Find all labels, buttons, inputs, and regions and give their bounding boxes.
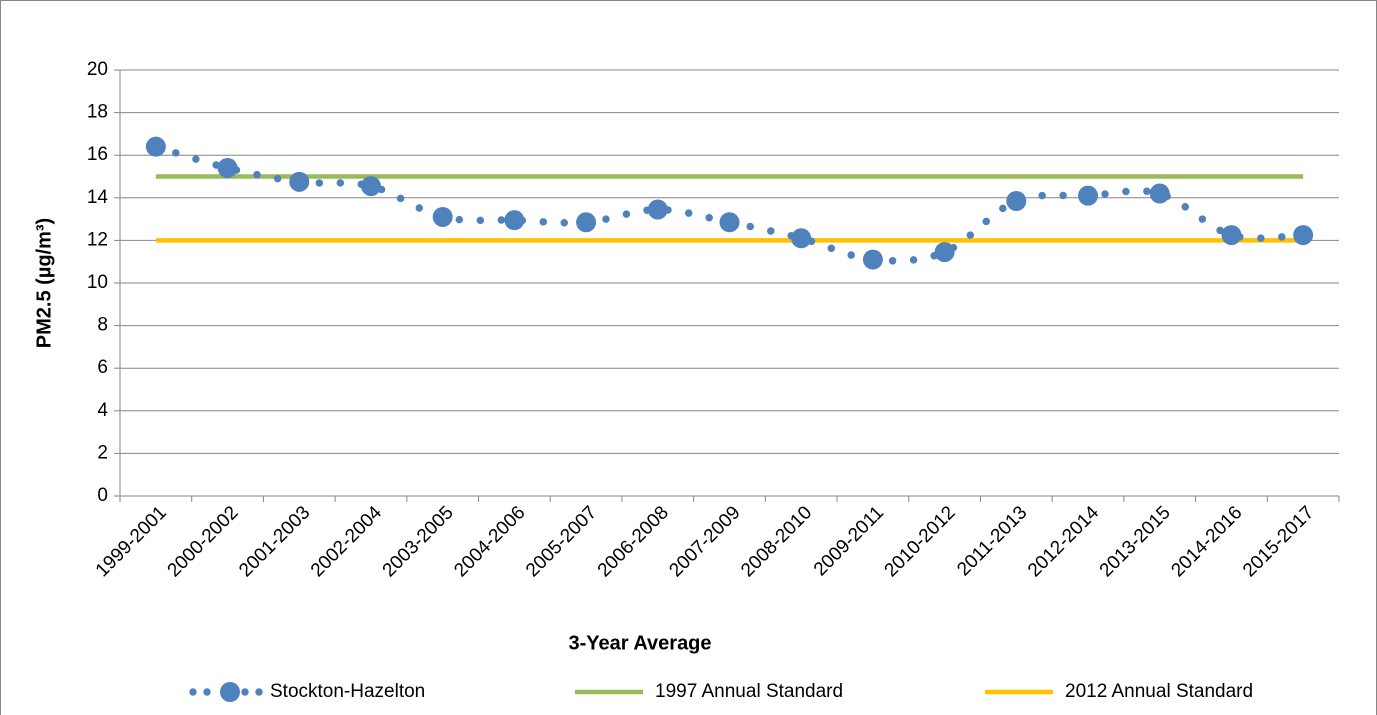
y-tick-label: 2	[97, 442, 108, 463]
legend-swatch	[203, 688, 211, 696]
y-axis-title: PM2.5 (µg/m³)	[33, 218, 55, 348]
legend-swatch	[255, 688, 263, 696]
y-tick-label: 18	[87, 102, 108, 123]
y-tick-label: 10	[87, 272, 108, 293]
x-axis-title: 3-Year Average	[568, 632, 711, 654]
data-point	[504, 210, 525, 231]
legend-label: Stockton-Hazelton	[270, 681, 425, 702]
data-point	[862, 249, 883, 270]
data-point	[360, 176, 381, 197]
legend-swatch	[189, 688, 197, 696]
legend-swatch	[241, 688, 249, 696]
data-point	[1149, 183, 1170, 204]
y-tick-label: 14	[87, 187, 109, 208]
legend-label: 2012 Annual Standard	[1065, 681, 1253, 702]
data-point	[1078, 185, 1099, 206]
y-tick-label: 20	[87, 59, 108, 80]
data-point	[145, 136, 166, 157]
data-point	[647, 199, 668, 220]
y-tick-label: 16	[87, 144, 108, 165]
data-point	[576, 212, 597, 233]
data-point	[934, 242, 955, 263]
y-tick-label: 6	[97, 357, 108, 378]
data-point	[791, 228, 812, 249]
data-point	[719, 212, 740, 233]
data-point	[1006, 190, 1027, 211]
data-point	[432, 206, 453, 227]
data-point	[217, 157, 238, 178]
y-tick-label: 4	[97, 400, 108, 421]
legend-swatch	[220, 682, 240, 702]
y-tick-label: 0	[97, 485, 108, 506]
y-tick-label: 12	[87, 229, 108, 250]
data-point	[1293, 225, 1314, 246]
data-point	[289, 171, 310, 192]
y-tick-label: 8	[97, 315, 108, 336]
data-point	[1221, 225, 1242, 246]
legend-label: 1997 Annual Standard	[655, 681, 843, 702]
